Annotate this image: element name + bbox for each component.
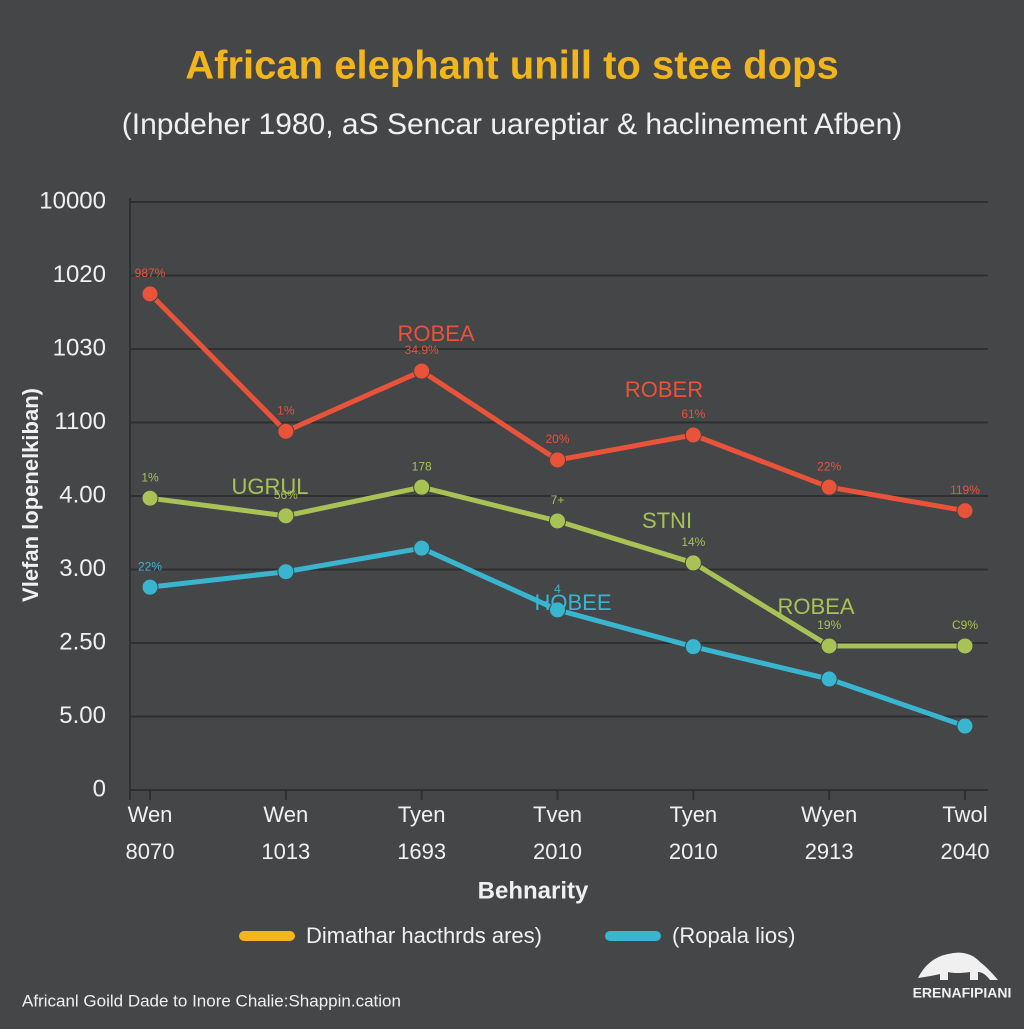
data-point xyxy=(549,512,566,530)
data-point xyxy=(413,478,431,496)
data-point xyxy=(956,502,974,520)
x-tick-year: 2010 xyxy=(669,839,718,864)
point-note: 14% xyxy=(681,535,705,549)
x-tick-year: 1693 xyxy=(397,839,446,864)
data-point xyxy=(413,539,431,557)
point-note: 1% xyxy=(277,403,295,417)
x-tick-label: Tyen xyxy=(669,802,717,827)
chart-subtitle: (Inpdeher 1980, aS Sencar uareptiar & ha… xyxy=(122,108,903,141)
data-point xyxy=(141,285,159,303)
x-tick-year: 2010 xyxy=(533,839,582,864)
data-point xyxy=(549,601,566,619)
series-tag: ROBEA xyxy=(777,594,854,619)
x-tick-label: Wen xyxy=(263,802,308,827)
y-tick-label: 4.00 xyxy=(59,481,106,508)
data-point xyxy=(277,507,295,525)
data-point xyxy=(413,362,431,380)
series-tag: UGRUL xyxy=(231,474,308,499)
logo-icon xyxy=(918,952,998,980)
x-tick-label: Wyen xyxy=(801,802,857,827)
series-tag: HOBEE xyxy=(534,590,611,615)
y-tick-label: 1100 xyxy=(54,408,106,435)
legend-label: (Ropala lios) xyxy=(672,923,796,948)
logo: ERENAFIPIANI xyxy=(913,985,1012,1001)
y-tick-label: 3.00 xyxy=(59,555,106,582)
point-note: 4 xyxy=(554,582,561,596)
series-line xyxy=(149,545,966,729)
data-point xyxy=(141,578,159,596)
footer: Africanl Goild Dade to Inore Chalie:Shap… xyxy=(22,991,401,1010)
point-note: 34.9% xyxy=(405,343,439,357)
legend-label: Dimathar hacthrds ares) xyxy=(306,923,542,948)
y-axis-label: Vlefan lopenelkiban) xyxy=(18,388,43,602)
y-tick-label: 2.50 xyxy=(59,628,106,655)
point-note: 22% xyxy=(817,459,841,473)
point-note: 119% xyxy=(950,483,980,497)
point-note: 178 xyxy=(412,459,432,473)
chart-title: African elephant unill to stee dops xyxy=(185,44,838,88)
data-point xyxy=(141,489,159,507)
data-point xyxy=(684,426,702,444)
point-note: 61% xyxy=(681,407,705,421)
series-tag: ROBER xyxy=(625,377,703,402)
y-tick-label: 5.00 xyxy=(59,702,106,729)
series-tag: STNI xyxy=(642,508,692,533)
point-note: 56% xyxy=(274,488,298,502)
y-tick-label: 1020 xyxy=(53,261,106,288)
x-tick-label: Wen xyxy=(128,802,173,827)
series-line xyxy=(149,484,965,649)
point-note: 22% xyxy=(138,559,162,573)
point-note: 19% xyxy=(817,618,841,632)
y-tick-label: 0 xyxy=(93,775,106,802)
point-note: 20% xyxy=(545,432,569,446)
data-point xyxy=(549,451,566,469)
x-tick-year: 2040 xyxy=(941,839,990,864)
x-tick-year: 1013 xyxy=(261,839,310,864)
point-note: C9% xyxy=(952,618,978,632)
data-point xyxy=(820,478,838,496)
data-point xyxy=(956,717,974,735)
x-tick-year: 8070 xyxy=(126,839,175,864)
x-axis-label: Behnarity xyxy=(478,877,589,904)
data-point xyxy=(820,670,838,688)
data-point xyxy=(684,554,702,572)
point-note: 7+ xyxy=(551,493,565,507)
x-tick-label: Tven xyxy=(533,802,582,827)
series-tag: ROBEA xyxy=(397,321,474,346)
data-point xyxy=(684,638,702,656)
x-tick-year: 2913 xyxy=(805,839,854,864)
point-note: 987% xyxy=(135,266,166,280)
x-tick-label: Tyen xyxy=(398,802,446,827)
point-note: 1% xyxy=(141,470,159,484)
data-point xyxy=(277,422,295,440)
y-tick-label: 1030 xyxy=(53,334,106,361)
data-point xyxy=(277,563,295,581)
y-tick-label: 10000 xyxy=(39,187,106,214)
x-tick-label: Twol xyxy=(942,802,987,827)
data-point xyxy=(820,637,838,655)
data-point xyxy=(956,637,974,655)
